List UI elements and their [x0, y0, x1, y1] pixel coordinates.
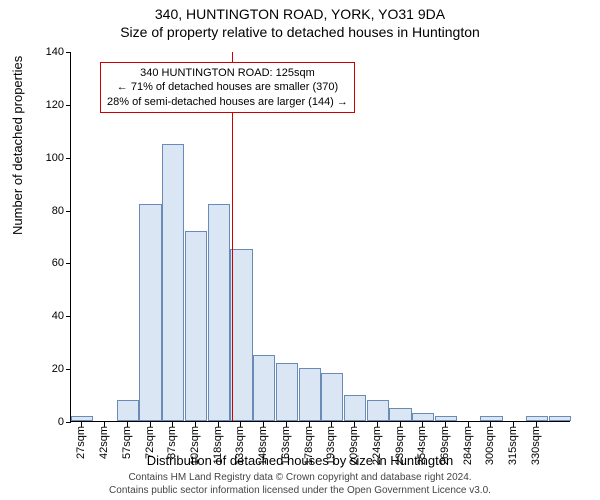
histogram-bar — [321, 373, 343, 421]
histogram-bar — [185, 231, 207, 421]
y-tick-label: 100 — [24, 152, 64, 164]
histogram-bar — [208, 204, 230, 421]
y-tick-mark — [66, 158, 71, 159]
histogram-bar — [480, 416, 502, 421]
histogram-bar — [367, 400, 389, 421]
y-tick-mark — [66, 422, 71, 423]
histogram-bar — [117, 400, 139, 421]
histogram-bar — [230, 249, 252, 421]
y-tick-label: 140 — [24, 46, 64, 58]
chart-titles: 340, HUNTINGTON ROAD, YORK, YO31 9DA Siz… — [0, 0, 600, 41]
histogram-bar — [526, 416, 548, 421]
y-tick-mark — [66, 369, 71, 370]
y-tick-label: 40 — [24, 310, 64, 322]
histogram-bar — [71, 416, 93, 421]
y-tick-mark — [66, 316, 71, 317]
histogram-bar — [299, 368, 321, 421]
x-axis-label: Distribution of detached houses by size … — [0, 453, 600, 468]
plot-area: 020406080100120140 27sqm42sqm57sqm72sqm8… — [70, 52, 570, 422]
title-line-1: 340, HUNTINGTON ROAD, YORK, YO31 9DA — [0, 6, 600, 24]
y-tick-label: 20 — [24, 363, 64, 375]
y-axis-label: Number of detached properties — [10, 56, 25, 235]
histogram-bar — [412, 413, 434, 421]
annotation-line: 28% of semi-detached houses are larger (… — [107, 95, 348, 109]
histogram-bar — [435, 416, 457, 421]
histogram-bar — [139, 204, 161, 421]
annotation-line: 340 HUNTINGTON ROAD: 125sqm — [107, 66, 348, 80]
annotation-line: ← 71% of detached houses are smaller (37… — [107, 80, 348, 94]
y-tick-mark — [66, 52, 71, 53]
attribution-line-2: Contains public sector information licen… — [0, 485, 600, 498]
annotation-box: 340 HUNTINGTON ROAD: 125sqm← 71% of deta… — [100, 62, 355, 113]
y-tick-mark — [66, 211, 71, 212]
y-tick-label: 0 — [24, 416, 64, 428]
attribution-line-1: Contains HM Land Registry data © Crown c… — [0, 472, 600, 485]
y-tick-label: 120 — [24, 99, 64, 111]
histogram-bar — [549, 416, 571, 421]
histogram-bar — [162, 144, 184, 422]
histogram-bar — [253, 355, 275, 421]
y-tick-label: 80 — [24, 205, 64, 217]
y-tick-mark — [66, 263, 71, 264]
histogram-bar — [389, 408, 411, 421]
title-line-2: Size of property relative to detached ho… — [0, 24, 600, 42]
attribution-text: Contains HM Land Registry data © Crown c… — [0, 472, 600, 497]
histogram-bar — [344, 395, 366, 421]
y-tick-mark — [66, 105, 71, 106]
y-tick-label: 60 — [24, 257, 64, 269]
histogram-bar — [276, 363, 298, 421]
